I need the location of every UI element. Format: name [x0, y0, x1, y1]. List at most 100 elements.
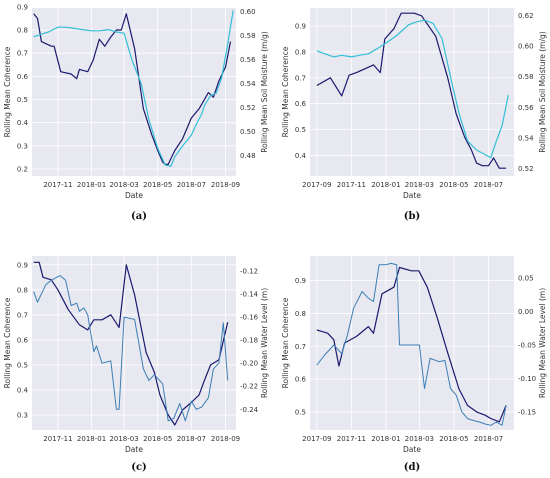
- x-tick-label: 2018-01: [77, 435, 106, 443]
- x-tick-label: 2017-09: [302, 435, 331, 443]
- y-tick-label: 0.8: [17, 27, 28, 35]
- y-right-tick-label: -0.12: [240, 267, 258, 275]
- y-right-axis-label: Rolling Mean Water Level (m): [538, 288, 547, 398]
- y-axis-label: Rolling Mean Coherence: [3, 297, 12, 388]
- y-right-tick-label: 0.54: [240, 80, 256, 88]
- y-tick-label: 0.5: [295, 126, 306, 134]
- y-right-tick-label: -0.18: [240, 337, 258, 345]
- y-right-tick-label: 0.00: [518, 308, 534, 316]
- secondary-series-line: [33, 275, 229, 422]
- x-tick-label: 2018-03: [109, 435, 138, 443]
- panel-caption: (b): [404, 211, 420, 222]
- y-right-axis-label: Rolling Mean Soil Moisture (m/g): [260, 31, 269, 153]
- x-tick-label: 2018-07: [474, 435, 503, 443]
- x-tick-label: 2017-09: [302, 181, 331, 189]
- panel-caption: (c): [131, 462, 147, 473]
- y-right-tick-label: -0.05: [518, 342, 536, 350]
- plot-area: [32, 256, 236, 430]
- secondary-series-line: [33, 10, 234, 167]
- x-tick-label: 2018-09: [211, 435, 240, 443]
- y-tick-label: 0.6: [295, 376, 307, 384]
- y-tick-label: 0.5: [295, 408, 306, 416]
- y-right-axis-label: Rolling Mean Soil Moisture (m/g): [538, 31, 547, 153]
- y-tick-label: 0.6: [17, 73, 29, 81]
- y-tick-label: 0.7: [17, 311, 28, 319]
- x-tick-label: 2018-03: [405, 435, 434, 443]
- y-tick-label: 0.4: [295, 152, 307, 160]
- coherence-series-line: [316, 12, 507, 169]
- y-tick-label: 0.9: [17, 261, 28, 269]
- y-right-tick-label: -0.24: [240, 406, 259, 414]
- x-tick-label: 2017-11: [43, 435, 72, 443]
- y-right-tick-label: 0.56: [240, 56, 256, 64]
- y-tick-label: 0.2: [17, 166, 28, 174]
- y-tick-label: 0.6: [17, 336, 29, 344]
- y-tick-label: 0.9: [295, 277, 306, 285]
- y-tick-label: 0.9: [295, 23, 306, 31]
- x-axis-label: Date: [125, 445, 143, 454]
- x-tick-label: 2018-01: [77, 181, 106, 189]
- x-tick-label: 2018-05: [439, 181, 468, 189]
- panel-caption: (a): [131, 211, 147, 222]
- plot-area: [310, 8, 514, 176]
- y-right-tick-label: 0.56: [518, 104, 534, 112]
- x-axis-label: Date: [403, 191, 421, 200]
- y-tick-label: 0.6: [295, 100, 307, 108]
- x-tick-label: 2018-05: [439, 435, 468, 443]
- chart-panel: 2017-11 2018-01 2018-03 2018-05 2018-07 2018-…: [3, 256, 269, 473]
- y-right-tick-label: 0.58: [240, 32, 256, 40]
- y-axis-label: Rolling Mean Coherence: [281, 297, 290, 388]
- x-tick-label: 2018-07: [177, 181, 206, 189]
- x-tick-label: 2017-11: [337, 181, 366, 189]
- y-right-tick-label: 0.58: [518, 73, 534, 81]
- x-tick-label: 2017-11: [337, 435, 366, 443]
- chart-panel: 2017-09 2017-11 2018-01 2018-03 2018-05 2018-…: [281, 8, 547, 222]
- y-tick-label: 0.4: [17, 386, 29, 394]
- y-right-tick-label: 0.62: [518, 12, 534, 20]
- y-right-tick-label: -0.16: [240, 314, 259, 322]
- y-tick-label: 0.8: [295, 310, 306, 318]
- y-right-tick-label: 0.60: [240, 8, 256, 16]
- x-axis-label: Date: [125, 191, 143, 200]
- x-tick-label: 2018-05: [143, 181, 172, 189]
- y-tick-label: 0.7: [295, 74, 306, 82]
- plot-area: [310, 256, 514, 430]
- y-right-tick-label: 0.60: [518, 43, 534, 51]
- x-tick-label: 2018-01: [371, 181, 400, 189]
- chart-panel: 2017-09 2017-11 2018-01 2018-03 2018-05 2018-…: [281, 256, 547, 473]
- x-tick-label: 2018-03: [109, 181, 138, 189]
- y-tick-label: 0.5: [17, 96, 28, 104]
- y-right-tick-label: 0.05: [518, 275, 534, 283]
- x-tick-label: 2018-07: [177, 435, 206, 443]
- x-tick-label: 2018-07: [474, 181, 503, 189]
- y-axis-label: Rolling Mean Coherence: [281, 46, 290, 137]
- y-right-tick-label: -0.20: [240, 360, 258, 368]
- coherence-series-line: [33, 13, 232, 165]
- y-tick-label: 0.5: [17, 361, 28, 369]
- x-tick-label: 2018-05: [143, 435, 172, 443]
- y-tick-label: 0.8: [17, 286, 28, 294]
- y-right-axis-label: Rolling Mean Water Level (m): [260, 288, 269, 398]
- y-right-tick-label: -0.15: [518, 408, 536, 416]
- x-tick-label: 2017-11: [43, 181, 72, 189]
- y-right-tick-label: 0.52: [240, 104, 256, 112]
- y-tick-label: 0.9: [17, 3, 28, 11]
- y-tick-label: 0.7: [295, 343, 306, 351]
- secondary-series-line: [316, 19, 509, 159]
- y-tick-label: 0.8: [295, 48, 306, 56]
- plot-area: [32, 8, 236, 176]
- panel-caption: (d): [404, 462, 420, 473]
- y-tick-label: 0.3: [17, 142, 28, 150]
- y-right-tick-label: 0.54: [518, 134, 534, 142]
- y-right-tick-label: -0.10: [518, 375, 536, 383]
- y-tick-label: 0.4: [17, 119, 29, 127]
- chart-panel: 2017-11 2018-01 2018-03 2018-05 2018-07 2018-…: [3, 3, 269, 222]
- y-tick-label: 0.3: [17, 411, 28, 419]
- y-right-tick-label: 0.50: [240, 128, 256, 136]
- y-right-tick-label: -0.14: [240, 291, 259, 299]
- y-tick-label: 0.7: [17, 50, 28, 58]
- x-tick-label: 2018-01: [371, 435, 400, 443]
- coherence-series-line: [33, 261, 229, 426]
- x-tick-label: 2018-09: [211, 181, 240, 189]
